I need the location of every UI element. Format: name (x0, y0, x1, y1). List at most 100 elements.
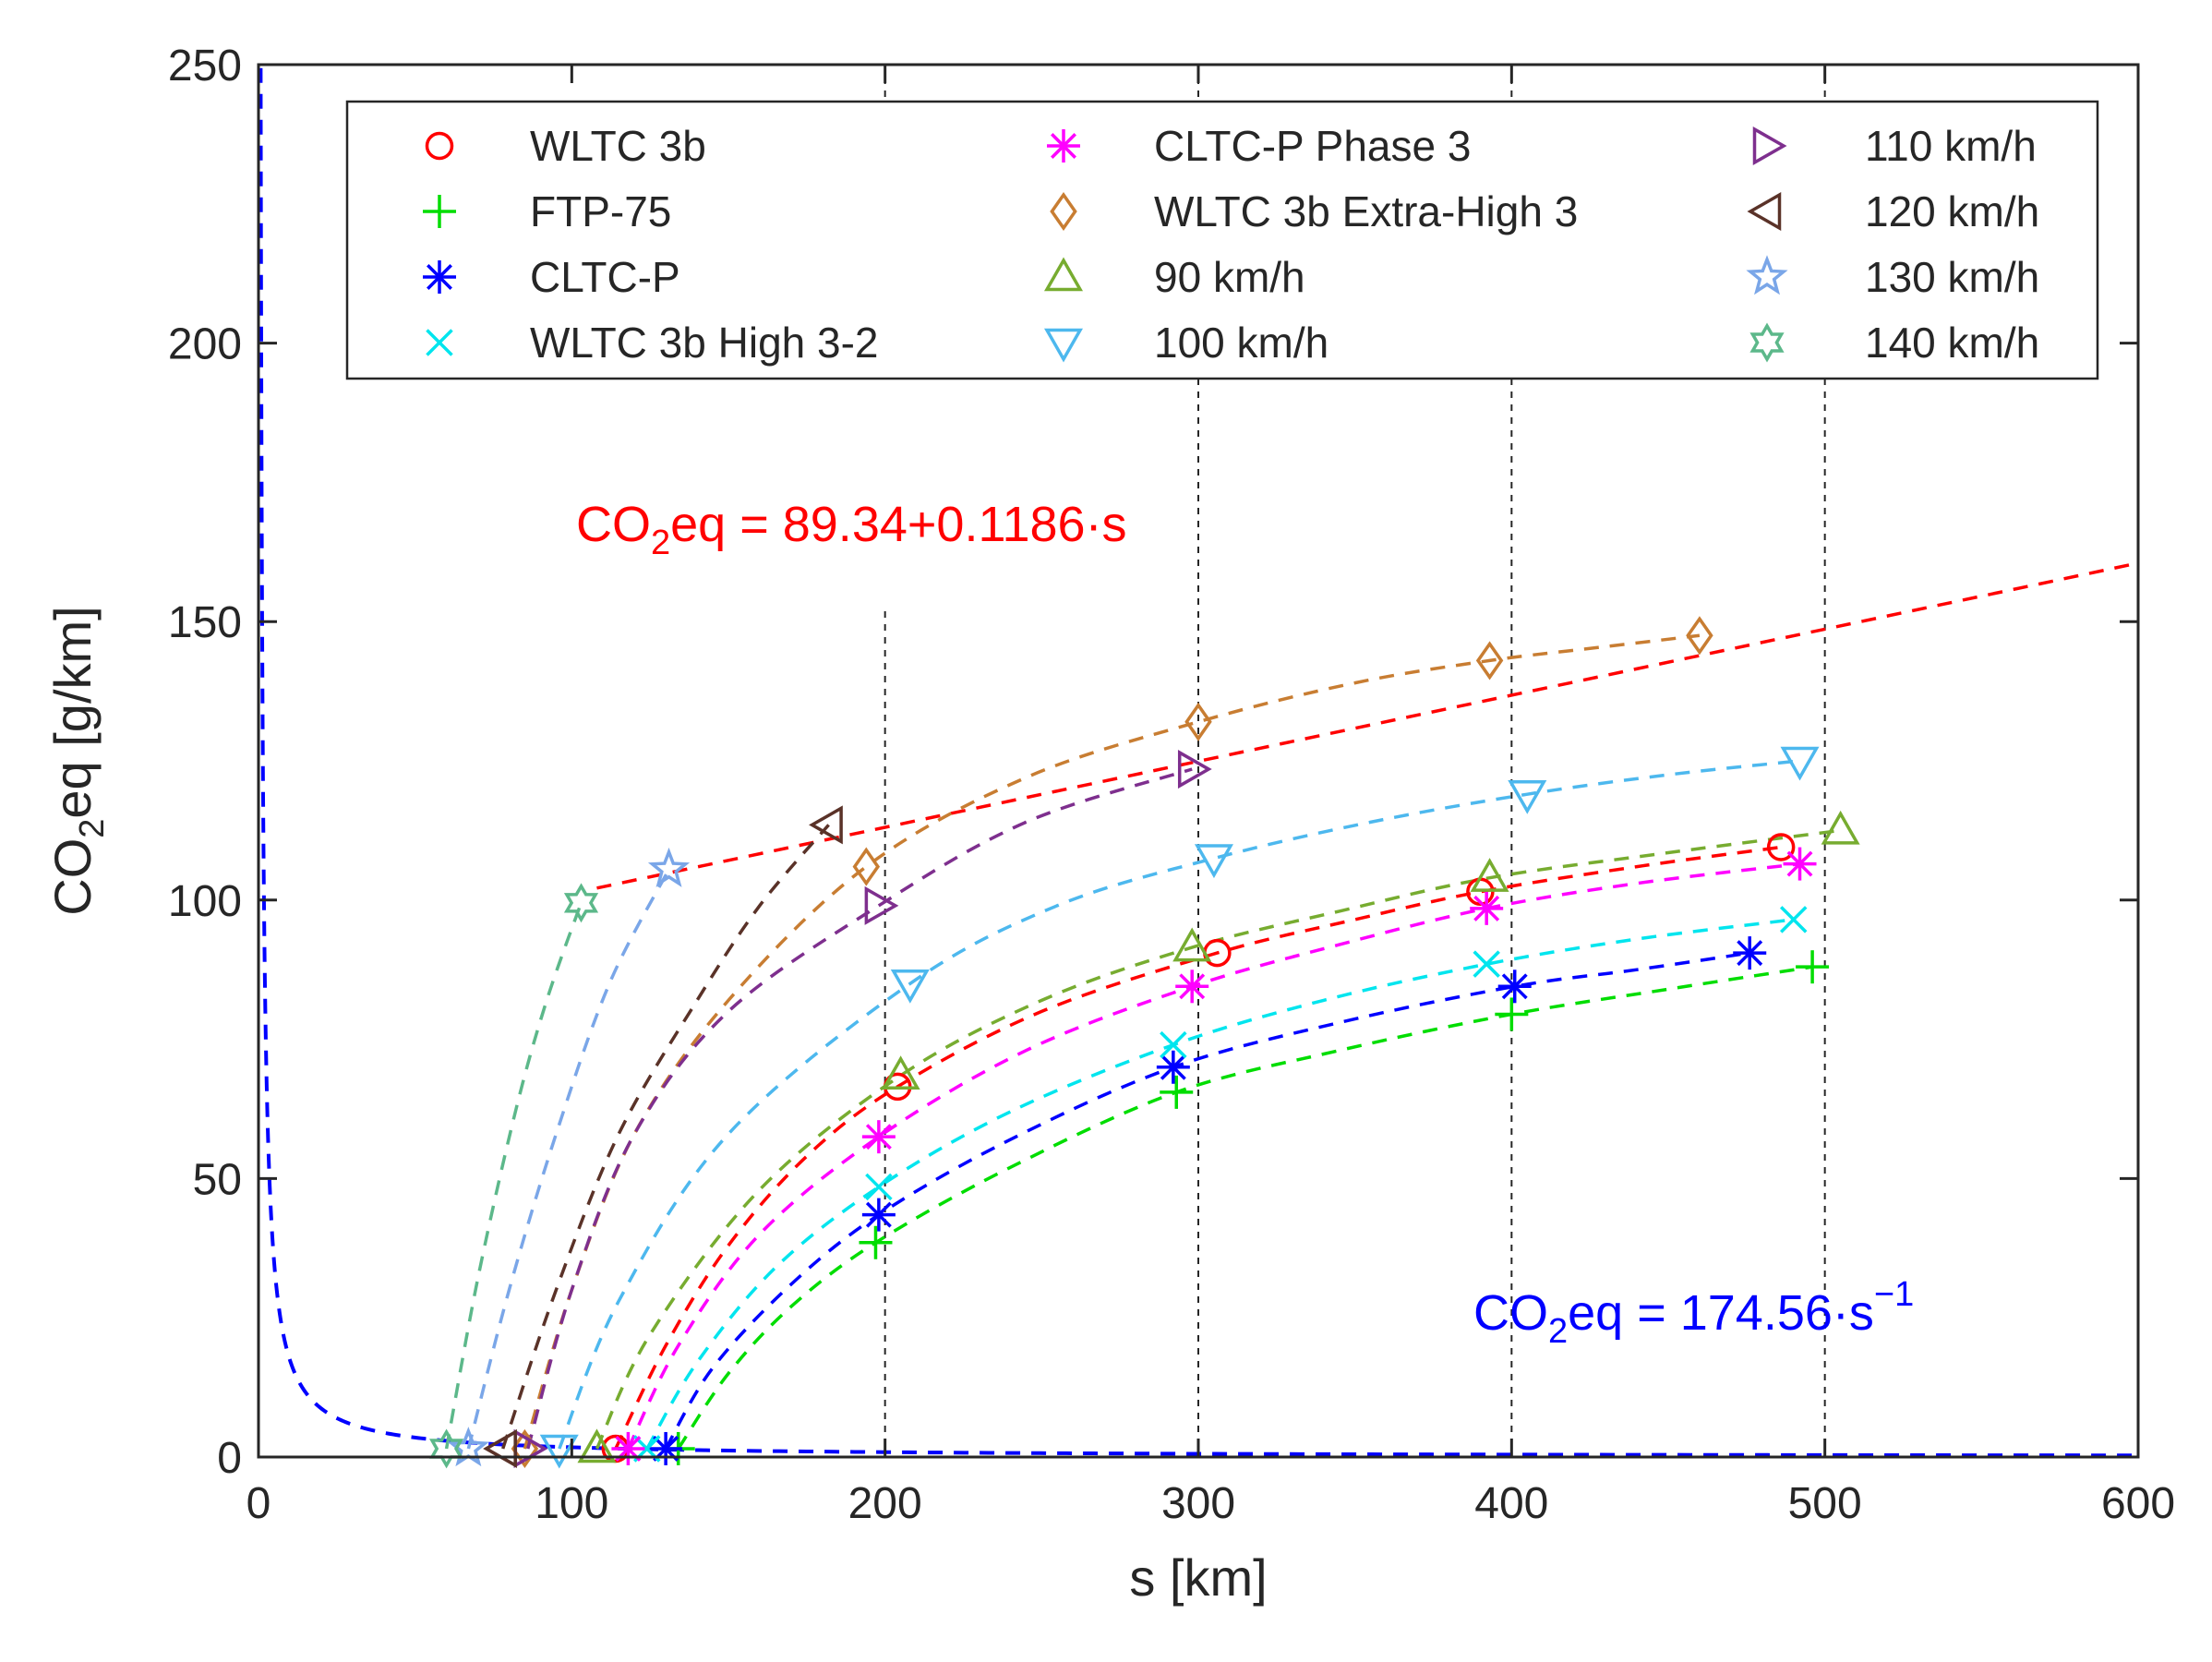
data-point-4-2 (1175, 970, 1209, 1004)
inverse-fit-annotation-main: CO (1473, 1285, 1548, 1341)
series-markers (428, 616, 1860, 1469)
legend-box (345, 100, 2099, 380)
x-tick-label: 300 (1161, 1479, 1235, 1528)
data-point-2-1 (861, 1198, 896, 1232)
series-curve-5 (523, 633, 1701, 1450)
series-curve-9 (501, 824, 830, 1450)
y-tick-label: 200 (168, 320, 242, 369)
data-point-2-0 (649, 1431, 683, 1465)
data-point-5-1 (852, 847, 881, 886)
legend-label-5: WLTC 3b Extra-High 3 (1154, 187, 1578, 235)
data-point-10-1 (647, 847, 691, 887)
fit-lines (258, 67, 2139, 1458)
legend-label-3: WLTC 3b High 3-2 (530, 319, 879, 367)
x-tick-label: 500 (1788, 1479, 1862, 1528)
series-curve-0 (614, 845, 1782, 1450)
data-point-5-3 (1475, 641, 1504, 680)
legend-label-8: 110 km/h (1865, 122, 2037, 170)
legend-marker-1 (423, 195, 456, 228)
legend-label-9: 120 km/h (1865, 187, 2039, 235)
y-axis-label-subscript: 2 (73, 819, 112, 838)
data-point-8-2 (1177, 750, 1212, 789)
y-tick-label: 50 (193, 1155, 242, 1204)
y-axis-label: CO2eq [g/km] (43, 606, 112, 915)
data-point-0-4 (1766, 833, 1796, 861)
data-point-2-3 (1497, 970, 1532, 1004)
legend-label-6: 90 km/h (1154, 253, 1305, 301)
legend-marker-5 (1050, 191, 1077, 232)
x-tick-label: 600 (2101, 1479, 2175, 1528)
inverse-fit-annotation: CO2eq = 174.56·s−1 (1473, 1275, 1914, 1351)
legend-label-7: 100 km/h (1154, 319, 1328, 367)
y-tick-label: 100 (168, 877, 242, 926)
legend-marker-4 (1047, 129, 1080, 163)
y-axis-label-rest: eq [g/km] (43, 606, 102, 818)
data-point-3-2 (1160, 1030, 1187, 1059)
inverse-fit-annotation-rest: eq = 174.56·s (1568, 1285, 1874, 1341)
data-point-9-1 (809, 805, 843, 845)
linear-fit-annotation: CO2eq = 89.34+0.1186·s (576, 497, 1127, 562)
legend-label-11: 140 km/h (1865, 319, 2039, 367)
legend: WLTC 3b FTP-75 CLTC-P WLTC 3b High 3-2 CLTC-… (345, 100, 2099, 380)
data-point-8-1 (864, 885, 899, 925)
legend-label-4: CLTC-P Phase 3 (1154, 122, 1471, 170)
y-tick-label: 250 (168, 42, 242, 90)
data-point-2-4 (1733, 936, 1767, 970)
legend-marker-6 (1043, 257, 1084, 292)
data-point-4-1 (861, 1120, 896, 1154)
data-point-1-4 (1796, 950, 1830, 984)
series-curve-3 (645, 918, 1794, 1450)
data-point-6-0 (577, 1428, 617, 1463)
series-curve-7 (558, 759, 1800, 1450)
legend-marker-10 (1746, 255, 1788, 295)
data-point-7-1 (890, 970, 930, 1004)
series-curve-1 (677, 965, 1813, 1450)
data-point-11-1 (563, 883, 599, 923)
series-curve-2 (664, 951, 1750, 1450)
legend-marker-7 (1043, 328, 1084, 363)
linear-fit-annotation-main: CO (576, 497, 651, 552)
x-tick-label: 0 (246, 1479, 271, 1528)
data-point-6-3 (1470, 858, 1509, 892)
data-point-4-4 (1783, 847, 1817, 881)
legend-label-0: WLTC 3b (530, 122, 706, 170)
legend-marker-3 (426, 329, 453, 356)
y-axis-label-main: CO (43, 838, 102, 916)
data-point-6-4 (1821, 810, 1860, 845)
data-point-1-2 (1160, 1075, 1194, 1109)
series-curves (444, 633, 1841, 1450)
series-curve-6 (595, 828, 1841, 1450)
x-axis-label: s [km] (1129, 1548, 1267, 1607)
legend-marker-8 (1752, 126, 1787, 166)
data-point-2-2 (1156, 1050, 1190, 1084)
data-point-5-2 (1184, 702, 1212, 741)
series-curve-10 (466, 868, 671, 1450)
data-point-9-0 (483, 1428, 517, 1468)
data-point-6-2 (1172, 927, 1212, 962)
data-point-1-3 (1495, 997, 1529, 1031)
legend-marker-0 (425, 131, 454, 161)
data-point-3-4 (1779, 906, 1808, 933)
data-point-7-3 (1508, 779, 1547, 814)
legend-marker-2 (423, 260, 456, 294)
data-point-7-0 (539, 1434, 579, 1469)
x-tick-label: 100 (535, 1479, 608, 1528)
data-point-3-1 (865, 1173, 893, 1201)
legend-marker-11 (1749, 322, 1785, 363)
series-curve-11 (444, 902, 583, 1450)
x-tick-label: 400 (1474, 1479, 1548, 1528)
legend-label-2: CLTC-P (530, 253, 680, 301)
data-point-7-4 (1780, 746, 1820, 781)
inverse-fit-annotation-subscript: 2 (1548, 1312, 1568, 1351)
inverse-fit-annotation-superscript: −1 (1874, 1275, 1914, 1314)
data-point-7-2 (1194, 844, 1233, 879)
y-tick-label: 150 (168, 598, 242, 647)
legend-label-1: FTP-75 (530, 187, 671, 235)
data-point-6-1 (881, 1055, 920, 1090)
axis-ticks: 0 100 200 300 400 500 600 0 50 100 150 200 250 (168, 42, 2175, 1528)
linear-fit-annotation-subscript: 2 (651, 524, 670, 562)
linear-fit-annotation-rest: eq = 89.34+0.1186·s (670, 497, 1126, 552)
legend-marker-9 (1747, 191, 1782, 232)
series-curve-8 (526, 767, 1193, 1450)
